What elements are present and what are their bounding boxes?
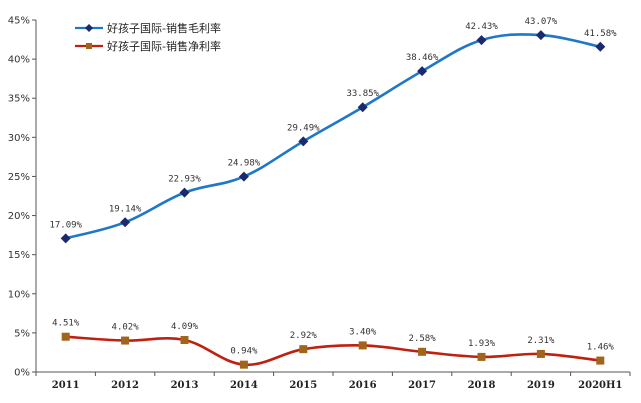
data-point-marker xyxy=(418,347,427,356)
data-label: 24.98% xyxy=(228,159,261,169)
data-point-marker xyxy=(60,233,71,244)
data-label: 4.51% xyxy=(52,319,80,329)
data-label: 2.92% xyxy=(290,331,318,341)
data-point-marker xyxy=(298,136,309,147)
data-label: 17.09% xyxy=(49,220,82,230)
data-point-marker xyxy=(596,356,605,365)
data-label: 42.43% xyxy=(465,22,498,32)
x-tick-label: 2014 xyxy=(230,380,258,391)
y-tick-label: 0% xyxy=(14,368,30,379)
x-tick-label: 2020H1 xyxy=(578,380,622,391)
series-layer xyxy=(60,30,606,369)
data-label: 4.09% xyxy=(171,322,199,332)
x-tick-label: 2016 xyxy=(349,380,377,391)
x-tick-label: 2012 xyxy=(111,380,139,391)
y-tick-label: 10% xyxy=(8,289,30,300)
data-point-marker xyxy=(61,332,70,341)
axes: 0% 5% 10% 15% 20% 25% 30% 35% 40% 45% 2011 2012 2013… xyxy=(8,16,631,391)
x-tick-label: 2017 xyxy=(408,380,436,391)
data-label: 1.93% xyxy=(468,339,496,349)
x-tick-label: 2018 xyxy=(468,380,496,391)
data-point-marker xyxy=(180,336,189,345)
x-tick-label: 2011 xyxy=(52,380,80,391)
data-label: 29.49% xyxy=(287,123,320,133)
data-label: 1.46% xyxy=(587,343,615,353)
data-label: 2.58% xyxy=(409,334,437,344)
y-tick-label: 15% xyxy=(8,250,30,261)
data-point-marker xyxy=(358,341,367,350)
data-label: 43.07% xyxy=(525,17,558,27)
data-point-marker xyxy=(595,41,606,52)
data-point-marker xyxy=(417,66,428,77)
data-point-marker xyxy=(536,349,545,358)
data-label: 19.14% xyxy=(109,204,142,214)
data-point-marker xyxy=(179,187,190,198)
data-label: 3.40% xyxy=(349,327,377,337)
data-label: 41.58% xyxy=(584,29,617,39)
x-tick-label: 2015 xyxy=(289,380,317,391)
data-point-marker xyxy=(535,30,546,41)
data-label: 22.93% xyxy=(168,175,201,185)
y-tick-label: 30% xyxy=(8,133,30,144)
data-point-marker xyxy=(357,102,368,113)
data-point-marker xyxy=(120,217,131,228)
x-tick-label: 2019 xyxy=(527,380,555,391)
x-tick-label: 2013 xyxy=(171,380,199,391)
y-tick-label: 25% xyxy=(8,172,30,183)
legend-swatch-marker xyxy=(86,43,92,49)
data-label: 0.94% xyxy=(230,347,258,357)
data-labels: 17.09% 19.14% 22.93% 24.98% 29.49% 33.85% 38.4… xyxy=(49,17,617,357)
series-line-1 xyxy=(65,335,601,366)
y-tick-label: 5% xyxy=(14,328,30,339)
y-tick-label: 45% xyxy=(8,16,30,27)
data-point-marker xyxy=(299,345,308,354)
y-tick-label: 20% xyxy=(8,211,30,222)
data-label: 4.02% xyxy=(112,323,140,333)
data-label: 38.46% xyxy=(406,53,439,63)
series-line-0 xyxy=(65,33,601,240)
data-point-marker xyxy=(121,336,130,345)
data-point-marker xyxy=(238,171,249,182)
data-label: 33.85% xyxy=(346,89,379,99)
data-point-marker xyxy=(476,35,487,46)
data-point-marker xyxy=(239,360,248,369)
y-tick-label: 35% xyxy=(8,94,30,105)
data-label: 2.31% xyxy=(527,336,555,346)
legend-label: 好孩子国际-销售毛利率 xyxy=(107,21,221,35)
data-point-marker xyxy=(477,352,486,361)
y-tick-label: 40% xyxy=(8,55,30,66)
legend-swatch-marker xyxy=(85,24,93,32)
legend-label: 好孩子国际-销售净利率 xyxy=(107,39,221,53)
